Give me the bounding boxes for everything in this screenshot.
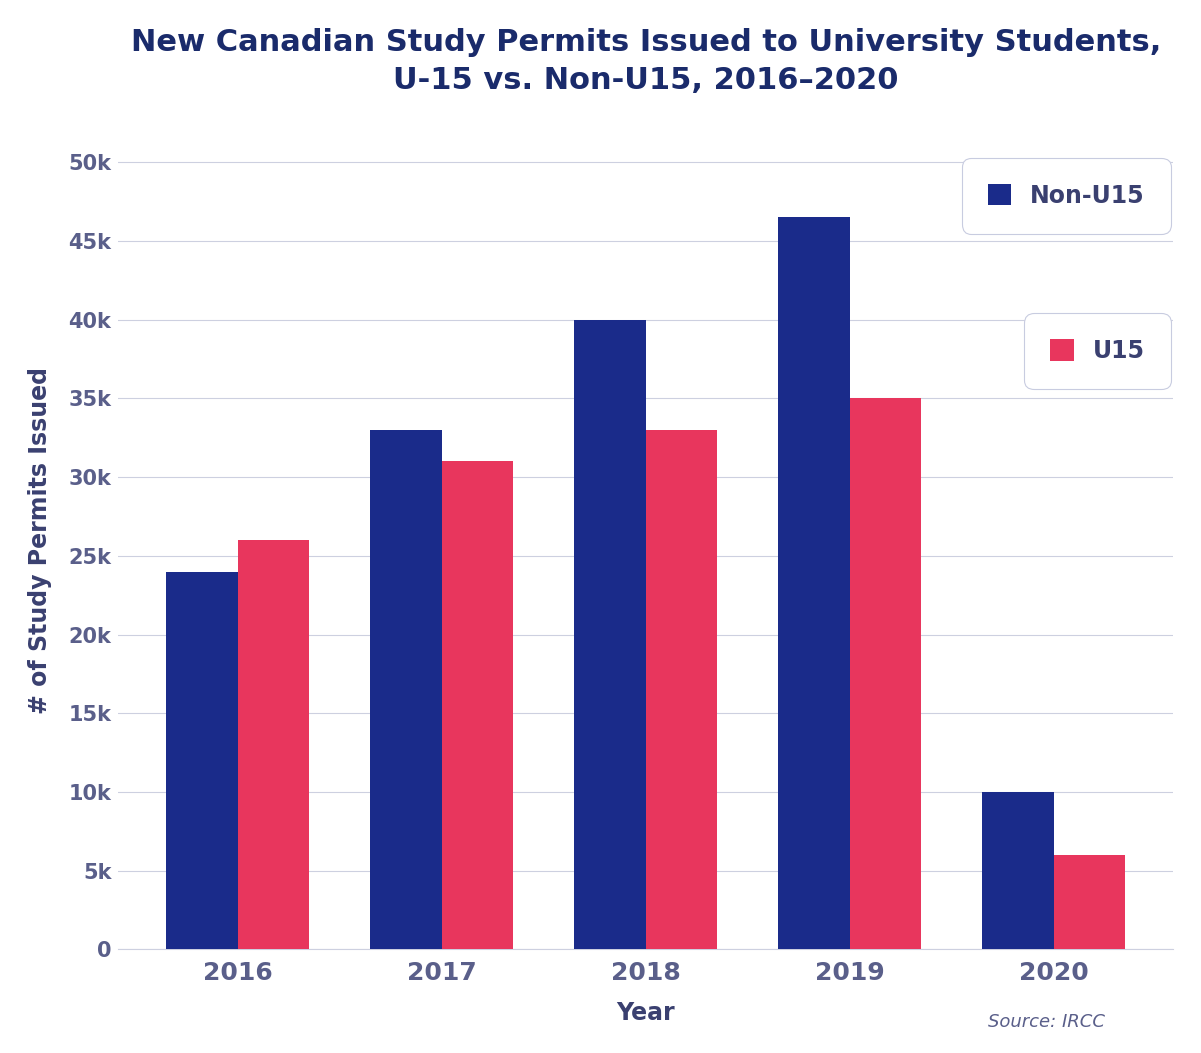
- Bar: [166, 572, 238, 950]
- Bar: [574, 320, 646, 950]
- Bar: [238, 540, 309, 950]
- Bar: [850, 398, 921, 950]
- Y-axis label: # of Study Permits Issued: # of Study Permits Issued: [28, 366, 52, 714]
- Bar: [1053, 855, 1125, 950]
- X-axis label: Year: Year: [616, 1001, 675, 1026]
- Bar: [370, 430, 442, 950]
- Bar: [982, 792, 1053, 950]
- Bar: [442, 461, 513, 950]
- Title: New Canadian Study Permits Issued to University Students,
U-15 vs. Non-U15, 2016: New Canadian Study Permits Issued to Uni…: [131, 27, 1161, 95]
- Legend: U15: U15: [1034, 322, 1161, 380]
- Bar: [778, 217, 850, 950]
- Text: Source: IRCC: Source: IRCC: [988, 1013, 1105, 1031]
- Bar: [646, 430, 717, 950]
